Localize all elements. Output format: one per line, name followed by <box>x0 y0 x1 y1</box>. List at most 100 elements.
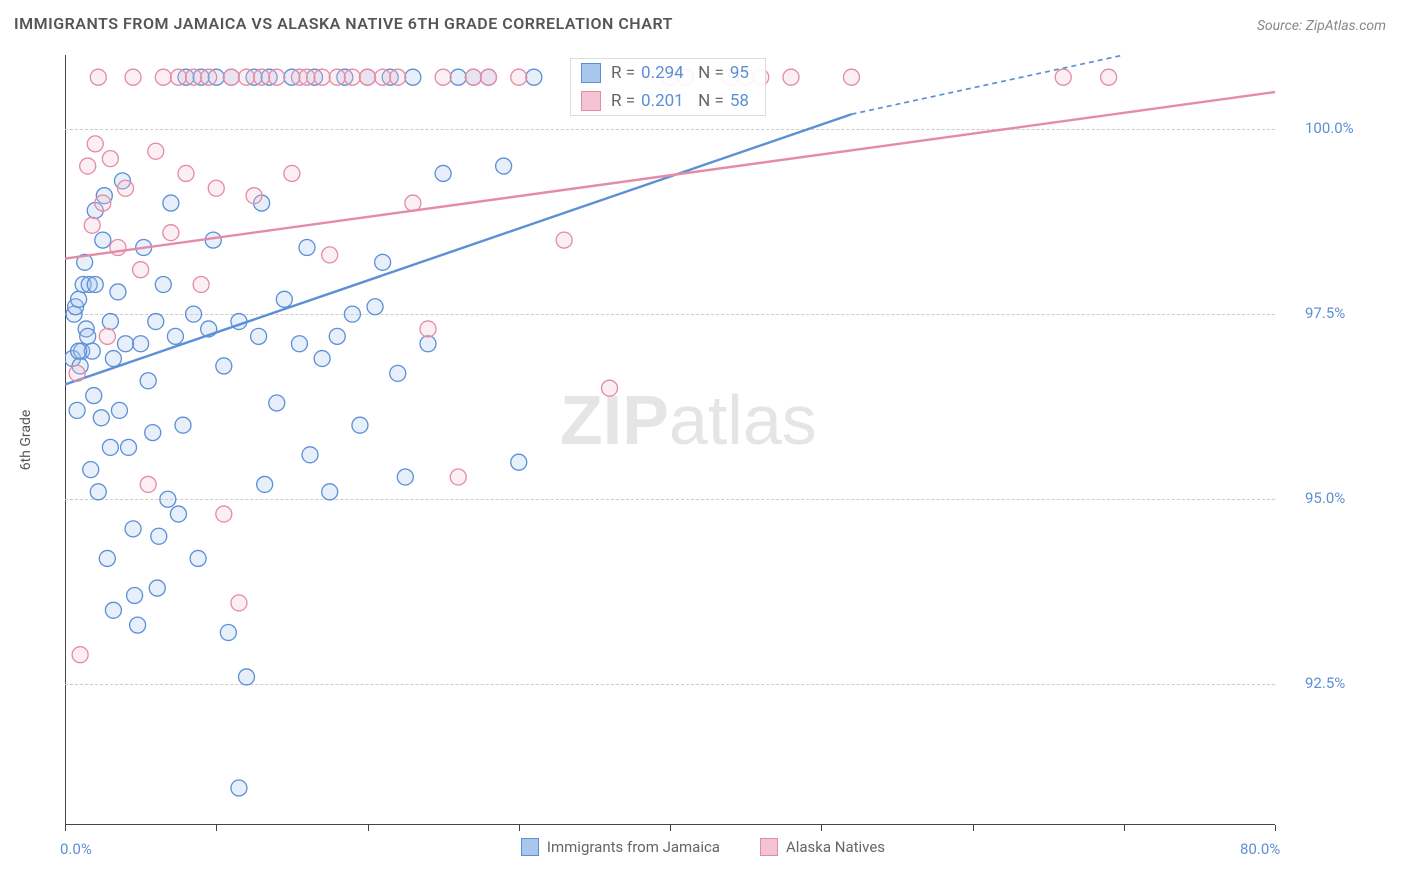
data-point <box>84 217 100 233</box>
data-point <box>72 647 88 663</box>
x-tick <box>670 825 671 831</box>
data-point <box>125 69 141 85</box>
legend-label-jamaica: Immigrants from Jamaica <box>547 838 720 856</box>
data-point <box>390 69 406 85</box>
data-point <box>465 69 481 85</box>
data-point <box>99 550 115 566</box>
data-point <box>163 225 179 241</box>
legend-label-alaska: Alaska Natives <box>786 838 885 856</box>
y-tick-label: 97.5% <box>1305 304 1345 322</box>
legend-bottom: Immigrants from Jamaica Alaska Natives <box>0 838 1406 860</box>
data-point <box>105 351 121 367</box>
data-point <box>167 328 183 344</box>
data-point <box>420 321 436 337</box>
legend-item-jamaica: Immigrants from Jamaica <box>521 838 720 856</box>
data-point <box>69 365 85 381</box>
plot-svg <box>65 55 1275 825</box>
data-point <box>170 69 186 85</box>
data-point <box>208 180 224 196</box>
data-point <box>496 158 512 174</box>
data-point <box>155 277 171 293</box>
data-point <box>148 143 164 159</box>
data-point <box>186 69 202 85</box>
x-tick <box>1275 825 1276 831</box>
data-point <box>90 69 106 85</box>
data-point <box>511 454 527 470</box>
data-point <box>276 291 292 307</box>
data-point <box>80 158 96 174</box>
data-point <box>251 328 267 344</box>
y-tick-label: 92.5% <box>1305 674 1345 692</box>
data-point <box>344 69 360 85</box>
data-point <box>511 69 527 85</box>
data-point <box>220 625 236 641</box>
data-point <box>71 343 87 359</box>
data-point <box>105 602 121 618</box>
data-point <box>118 336 134 352</box>
data-point <box>102 151 118 167</box>
data-point <box>1055 69 1071 85</box>
data-point <box>87 136 103 152</box>
source-attribution: Source: ZipAtlas.com <box>1257 18 1386 34</box>
data-point <box>127 587 143 603</box>
data-point <box>246 188 262 204</box>
data-point <box>110 284 126 300</box>
data-point <box>526 69 542 85</box>
data-point <box>95 232 111 248</box>
n-value-alaska: 58 <box>730 91 749 111</box>
data-point <box>133 262 149 278</box>
data-point <box>170 506 186 522</box>
r-value-alaska: 0.201 <box>641 91 684 111</box>
data-point <box>93 410 109 426</box>
stats-row-jamaica: R = 0.294 N = 95 <box>571 59 765 87</box>
x-tick <box>973 825 974 831</box>
data-point <box>435 165 451 181</box>
data-point <box>155 69 171 85</box>
n-label: N = <box>690 91 724 111</box>
data-point <box>140 373 156 389</box>
trend-line <box>65 92 1275 259</box>
data-point <box>299 69 315 85</box>
data-point <box>254 69 270 85</box>
data-point <box>314 351 330 367</box>
data-point <box>481 69 497 85</box>
data-point <box>69 402 85 418</box>
data-point <box>257 476 273 492</box>
data-point <box>352 417 368 433</box>
data-point <box>186 306 202 322</box>
data-point <box>314 69 330 85</box>
data-point <box>118 180 134 196</box>
swatch-jamaica <box>581 63 601 83</box>
data-point <box>329 69 345 85</box>
r-value-jamaica: 0.294 <box>641 63 684 83</box>
data-point <box>80 328 96 344</box>
data-point <box>145 425 161 441</box>
data-point <box>102 439 118 455</box>
data-point <box>71 291 87 307</box>
data-point <box>231 595 247 611</box>
data-point <box>322 247 338 263</box>
data-point <box>269 69 285 85</box>
x-tick <box>216 825 217 831</box>
data-point <box>405 195 421 211</box>
n-value-jamaica: 95 <box>730 63 749 83</box>
data-point <box>148 314 164 330</box>
data-point <box>602 380 618 396</box>
chart-area: 92.5%95.0%97.5%100.0% <box>65 55 1275 825</box>
y-tick-label: 95.0% <box>1305 489 1345 507</box>
data-point <box>390 365 406 381</box>
r-label: R = <box>611 91 635 111</box>
data-point <box>231 780 247 796</box>
x-tick <box>519 825 520 831</box>
data-point <box>125 521 141 537</box>
data-point <box>175 417 191 433</box>
n-label: N = <box>690 63 724 83</box>
data-point <box>193 277 209 293</box>
data-point <box>102 314 118 330</box>
data-point <box>239 669 255 685</box>
r-label: R = <box>611 63 635 83</box>
stats-row-alaska: R = 0.201 N = 58 <box>571 87 765 115</box>
data-point <box>160 491 176 507</box>
legend-swatch-jamaica <box>521 838 539 856</box>
correlation-stats-box: R = 0.294 N = 95 R = 0.201 N = 58 <box>570 58 766 116</box>
